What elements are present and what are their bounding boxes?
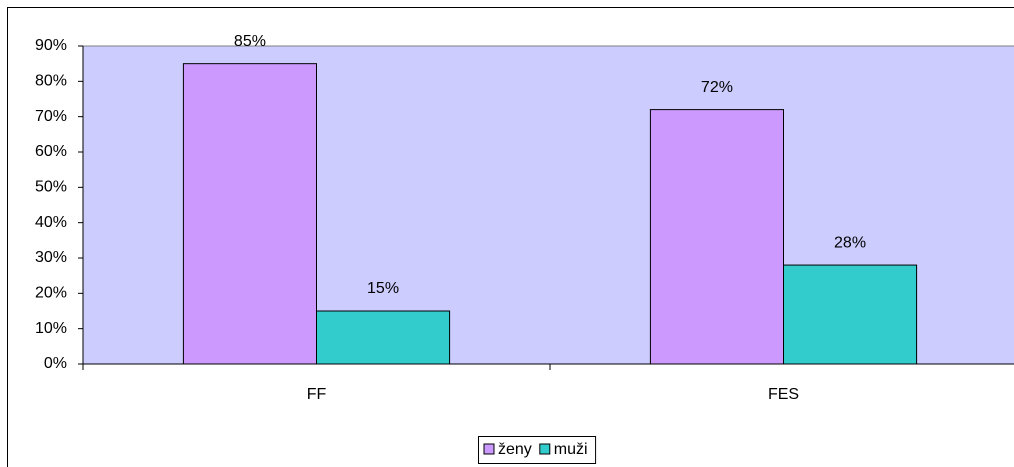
value-label: 28%	[834, 234, 866, 251]
y-tick-label: 0%	[44, 355, 67, 372]
y-tick-label: 80%	[35, 73, 67, 90]
y-tick-label: 70%	[35, 108, 67, 125]
x-tick-label: FF	[307, 386, 327, 403]
bar	[316, 310, 451, 365]
bar	[182, 63, 317, 365]
bar	[649, 109, 785, 365]
y-tick-label: 20%	[35, 285, 67, 302]
y-tick-label: 40%	[35, 214, 67, 231]
x-tick-label: FES	[768, 386, 799, 403]
y-tick-label: 90%	[35, 37, 67, 54]
value-label: 15%	[367, 280, 399, 297]
value-label: 72%	[701, 79, 733, 96]
bar	[783, 264, 918, 365]
legend-swatch	[483, 443, 495, 455]
legend	[478, 436, 597, 464]
value-label: 85%	[234, 33, 266, 50]
y-tick-label: 30%	[35, 249, 67, 266]
y-tick-label: 10%	[35, 320, 67, 337]
y-tick-label: 50%	[35, 179, 67, 196]
y-tick-label: 60%	[35, 143, 67, 160]
legend-swatch	[539, 443, 551, 455]
legend-label: muži	[554, 441, 588, 458]
legend-label: ženy	[498, 441, 532, 458]
